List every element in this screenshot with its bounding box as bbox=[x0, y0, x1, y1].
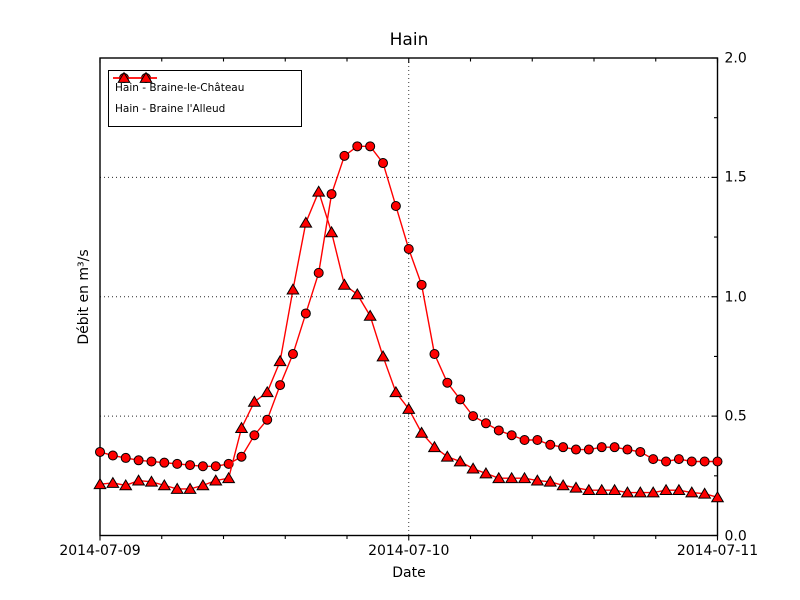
y-axis-label: Débit en m³/s bbox=[76, 249, 92, 345]
x-tick-label: 2014-07-10 bbox=[368, 542, 450, 559]
y-tick-label: 1.5 bbox=[724, 169, 747, 186]
legend-entry-braine-l-alleud: Hain - Braine l'Alleud bbox=[113, 71, 295, 115]
y-tick-label: 2.0 bbox=[724, 50, 747, 67]
y-tick-label: 0.0 bbox=[724, 527, 747, 544]
legend-marker-triangle-icon bbox=[113, 71, 157, 83]
y-tick-label: 1.0 bbox=[724, 289, 747, 306]
chart-title: Hain bbox=[389, 30, 429, 50]
x-tick-label: 2014-07-09 bbox=[59, 542, 141, 559]
x-axis-label: Date bbox=[392, 565, 426, 581]
legend-label: Hain - Braine-le-Château bbox=[115, 82, 245, 94]
legend-label: Hain - Braine l'Alleud bbox=[115, 103, 226, 115]
x-tick-label: 2014-07-11 bbox=[676, 542, 759, 559]
y-tick-label: 0.5 bbox=[724, 408, 747, 425]
legend: Hain - Braine-le-Château Hain - Braine l… bbox=[108, 70, 302, 127]
